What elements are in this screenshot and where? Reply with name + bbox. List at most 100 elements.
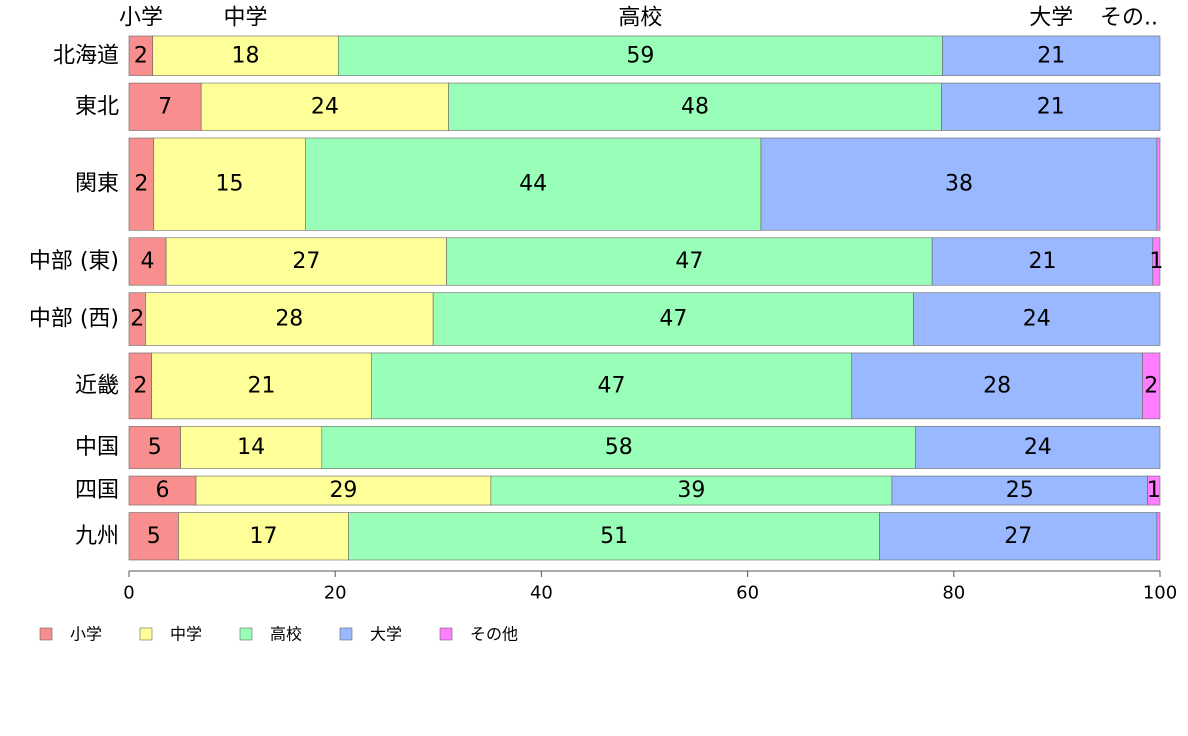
segment-value-label: 58 xyxy=(605,435,633,460)
segment-value-label: 4 xyxy=(141,249,155,274)
bar-segment xyxy=(128,475,197,506)
segment-value-label: 27 xyxy=(1004,524,1032,549)
bar-segment xyxy=(941,82,1161,131)
segment-value-label: 47 xyxy=(659,307,687,332)
segment-value-label: 7 xyxy=(158,94,172,119)
category-label: 四国 xyxy=(75,478,119,503)
bar-segment xyxy=(128,426,181,469)
bar-segment xyxy=(490,475,893,506)
segment-value-label: 1 xyxy=(1149,249,1163,274)
legend-swatch xyxy=(139,627,153,641)
segment-value-label: 21 xyxy=(1037,94,1065,119)
segment-value-label: 2 xyxy=(134,43,148,68)
segment-value-label: 21 xyxy=(247,373,275,398)
segment-value-label: 48 xyxy=(681,94,709,119)
legend-swatch xyxy=(439,627,453,641)
segment-value-label: 14 xyxy=(237,435,265,460)
segment-value-label: 24 xyxy=(1024,435,1052,460)
bar-segment xyxy=(152,35,339,76)
segment-value-label: 2 xyxy=(134,172,148,197)
bar-segment xyxy=(128,82,202,131)
x-tick-label: 40 xyxy=(530,583,553,604)
segment-value-label: 44 xyxy=(519,172,547,197)
bar-segment xyxy=(942,35,1161,76)
bar-segment xyxy=(151,352,372,420)
bar-segment xyxy=(913,292,1161,346)
segment-value-label: 51 xyxy=(600,524,628,549)
segment-value-label: 17 xyxy=(250,524,278,549)
legend-label: 中学 xyxy=(170,625,202,644)
category-label: 北海道 xyxy=(53,43,119,68)
bar-segment xyxy=(760,137,1158,231)
bar-segment xyxy=(178,512,349,561)
legend-label: 大学 xyxy=(370,625,402,644)
category-label: 中部 (西) xyxy=(29,307,119,332)
segment-value-label: 47 xyxy=(598,373,626,398)
segment-value-label: 28 xyxy=(983,373,1011,398)
x-tick-label: 100 xyxy=(1143,583,1177,604)
segment-value-label: 21 xyxy=(1028,249,1056,274)
segment-value-label: 2 xyxy=(130,307,144,332)
bar-segment xyxy=(337,35,943,76)
category-label: 中部 (東) xyxy=(29,249,119,274)
bar-segment xyxy=(448,82,942,131)
segment-value-label: 2 xyxy=(133,373,147,398)
segment-value-label: 18 xyxy=(232,43,260,68)
legend-swatch xyxy=(39,627,53,641)
segment-value-label: 6 xyxy=(156,478,170,503)
segment-value-label: 21 xyxy=(1037,43,1065,68)
category-label: 東北 xyxy=(75,94,119,119)
segment-value-label: 29 xyxy=(329,478,357,503)
bar-segment xyxy=(195,475,492,506)
legend: 小学 中学 高校 大学 その他 xyxy=(39,625,518,644)
bar-segment xyxy=(1156,137,1161,231)
legend-label: 高校 xyxy=(270,625,302,644)
bar-segment xyxy=(915,426,1161,469)
segment-value-label: 39 xyxy=(677,478,705,503)
bar-segment xyxy=(432,292,914,346)
segment-value-label: 28 xyxy=(275,307,303,332)
x-tick-label: 20 xyxy=(324,583,347,604)
bar-segment xyxy=(321,426,916,469)
bar-segment xyxy=(128,137,155,231)
series-top-label: 高校 xyxy=(618,6,662,31)
bar-segment xyxy=(1142,352,1161,420)
segment-value-label: 1 xyxy=(1147,478,1161,503)
series-top-label: 大学 xyxy=(1029,6,1073,31)
segment-value-label: 24 xyxy=(1023,307,1051,332)
bar-segment xyxy=(1152,237,1161,286)
bar-segment xyxy=(305,137,762,231)
segment-value-label: 5 xyxy=(147,524,161,549)
segment-value-label: 47 xyxy=(675,249,703,274)
segment-value-label: 24 xyxy=(311,94,339,119)
segment-value-label: 38 xyxy=(945,172,973,197)
bar-segment xyxy=(200,82,449,131)
legend-swatch xyxy=(239,627,253,641)
bar-segment xyxy=(128,237,167,286)
series-top-label: 小学 xyxy=(119,6,163,31)
bar-segment xyxy=(348,512,880,561)
bar-segment xyxy=(180,426,323,469)
category-label: 九州 xyxy=(75,524,119,549)
category-label: 関東 xyxy=(75,172,119,197)
bar-segment xyxy=(370,352,853,420)
category-label: 近畿 xyxy=(75,373,119,398)
legend-label: その他 xyxy=(470,625,518,644)
bar-segment xyxy=(145,292,434,346)
segment-value-label: 15 xyxy=(216,172,244,197)
bar-segment xyxy=(851,352,1143,420)
series-top-label: 中学 xyxy=(223,6,267,31)
bar-segment xyxy=(879,512,1158,561)
bars: 2 18 59 217 24 48 212 15 44 384 27 47 21 12 28 47 242 21 4… xyxy=(128,35,1163,561)
segment-value-label: 5 xyxy=(148,435,162,460)
bar-segment xyxy=(128,512,179,561)
x-axis: 0 20 40 60 80 100 xyxy=(123,570,1177,604)
x-tick-label: 60 xyxy=(736,583,759,604)
legend-swatch xyxy=(339,627,353,641)
segment-value-label: 27 xyxy=(292,249,320,274)
segment-value-label: 59 xyxy=(626,43,654,68)
segment-value-label: 25 xyxy=(1006,478,1034,503)
legend-label: 小学 xyxy=(70,625,102,644)
